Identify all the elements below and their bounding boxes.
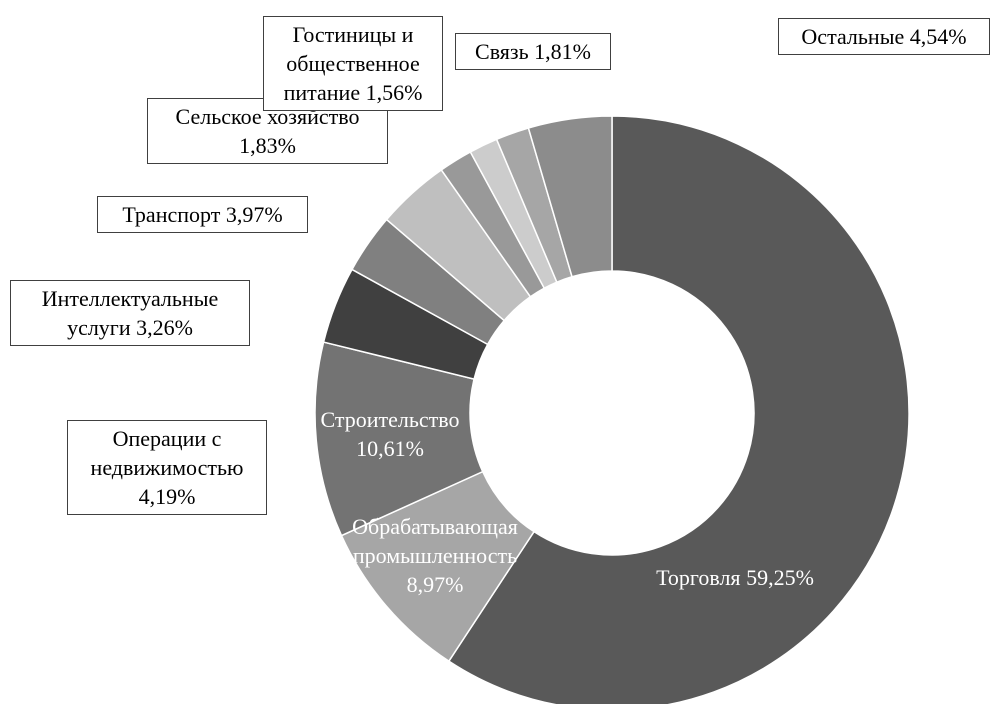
- data-label: Торговля 59,25%: [605, 563, 865, 592]
- value-label: 3,97%: [225, 202, 283, 227]
- category-name: Обрабатывающая промышленность: [352, 514, 518, 568]
- data-label: Связь 1,81%: [455, 33, 611, 70]
- data-label: Обрабатывающая промышленность 8,97%: [325, 512, 545, 599]
- value-label: 4,54%: [909, 24, 967, 49]
- category-name: Гостиницы и общественное питание: [283, 22, 420, 105]
- category-name: Транспорт: [122, 202, 221, 227]
- category-name: Интеллектуальные услуги: [41, 286, 219, 340]
- donut-segment: [527, 115, 613, 278]
- value-label: 1,83%: [239, 133, 296, 158]
- category-name: Связь: [475, 39, 529, 64]
- category-name: Строительство: [320, 407, 460, 432]
- category-name: Операции с недвижимостью: [90, 426, 244, 480]
- category-name: Остальные: [801, 24, 905, 49]
- value-label: 59,25%: [746, 565, 814, 590]
- data-label: Гостиницы и общественное питание 1,56%: [263, 16, 443, 111]
- value-label: 1,56%: [365, 80, 423, 105]
- value-label: 3,26%: [136, 315, 193, 340]
- data-label: Остальные 4,54%: [778, 18, 990, 55]
- donut-segment: [447, 115, 910, 704]
- value-label: 8,97%: [406, 572, 464, 597]
- category-name: Торговля: [656, 565, 741, 590]
- data-label: Операции с недвижимостью 4,19%: [67, 420, 267, 515]
- value-label: 10,61%: [356, 436, 424, 461]
- value-label: 1,81%: [534, 39, 591, 64]
- data-label: Транспорт 3,97%: [97, 196, 308, 233]
- value-label: 4,19%: [138, 484, 196, 509]
- data-label: Интеллектуальные услуги 3,26%: [10, 280, 250, 346]
- data-label: Строительство 10,61%: [305, 405, 475, 463]
